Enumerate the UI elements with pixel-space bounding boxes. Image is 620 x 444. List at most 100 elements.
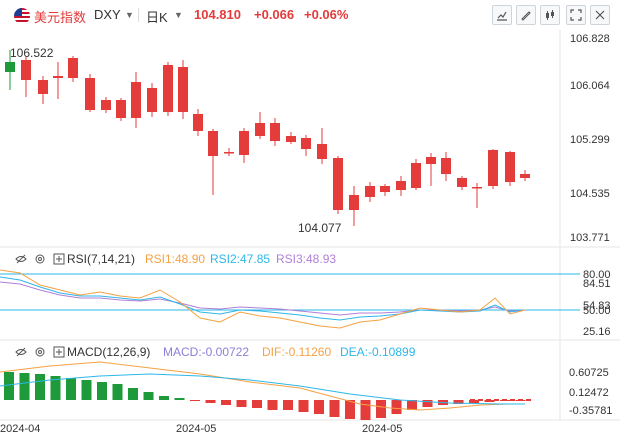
expand-indicator-icon[interactable] [53,346,65,358]
macd-histogram-bar [360,400,371,420]
candle-body [239,131,249,155]
macd-histogram-bar [526,399,531,401]
candle-body [441,158,451,174]
macd-histogram-bar [143,392,154,400]
candle-body [286,136,296,142]
price-axis-label: 105.299 [570,134,610,146]
candle-body [520,174,530,178]
macd-axis-label: 0.12472 [569,387,609,399]
chart-header: 美元指数 DXY ▼ 日K ▼ 104.810 +0.066 +0.06% [0,0,620,30]
candle-body [85,78,95,110]
date-axis-label: 2024-05 [362,423,403,435]
candle-body [116,100,126,118]
macd-axis-label: 0.60725 [569,367,609,379]
candle-body [147,88,157,112]
indicator-settings-icon[interactable] [34,253,46,265]
candle-body [163,65,173,112]
price-axis-label: 106.064 [570,80,610,92]
high-price-label: 106.522 [10,46,54,60]
indicator-settings-icon[interactable] [34,346,46,358]
macd-histogram-bar [329,400,340,417]
macd-histogram-bar [283,400,293,410]
candle-body [488,150,498,186]
macd-histogram-bar [453,400,464,404]
macd-bars-group [4,372,531,420]
price-axis-label: 104.535 [570,188,610,200]
candle-body [317,144,327,159]
candle-body [255,123,265,136]
hide-indicator-icon[interactable] [15,346,27,358]
rsi-axis-label: 84.51 [583,278,611,290]
fullscreen-icon[interactable] [566,5,586,25]
macd-histogram-bar [407,400,417,410]
macd-histogram-bar [66,378,76,400]
candle-body [349,195,359,210]
macd-histogram-bar [128,388,138,400]
macd-histogram-bar [376,400,386,418]
macd-histogram-bar [518,399,523,401]
rsi1-line [0,269,526,329]
candle-body [365,186,375,197]
rsi-lines-group [0,269,526,329]
candle-body [101,100,111,110]
candle-body [178,67,188,112]
rsi2-line [0,276,526,321]
candle-body [270,123,280,141]
dif-line [0,361,525,411]
macd-histogram-bar [236,400,247,407]
price-change-percent: +0.06% [304,7,349,22]
dea-value: DEA:-0.10899 [340,345,416,359]
macd-value: MACD:-0.00722 [163,345,250,359]
symbol-code[interactable]: DXY [94,7,121,22]
candles-group [5,50,530,226]
timeframe-selector[interactable]: 日K [146,10,168,25]
rsi1-value: RSI1:48.90 [145,252,206,266]
rsi-title: RSI(7,14,21) [67,252,136,266]
candle-body [380,186,390,192]
rsi3-value: RSI3:48.93 [276,252,337,266]
candle-body [224,152,234,154]
settings-icon[interactable] [590,5,610,25]
macd-histogram-bar [4,372,14,400]
macd-histogram-bar [314,400,324,414]
date-axis-label: 2024-05 [176,423,217,435]
macd-title: MACD(12,26,9) [67,345,151,359]
candle-body [68,58,78,78]
draw-icon[interactable] [516,5,536,25]
candle-body [505,152,515,182]
macd-histogram-bar [19,373,30,400]
indicator-icon[interactable] [492,5,512,25]
macd-histogram-bar [252,400,262,408]
expand-indicator-icon[interactable] [53,253,65,265]
macd-histogram-bar [478,399,483,401]
macd-histogram-bar [469,400,479,403]
symbol-dropdown-icon[interactable]: ▼ [125,10,134,20]
candle-body [301,138,311,149]
candle-body [38,80,48,94]
price-axis-label: 103.771 [570,232,610,244]
candle-body [193,114,203,131]
candle-body [333,158,343,210]
hide-indicator-icon[interactable] [15,253,27,265]
symbol-name[interactable]: 美元指数 [34,10,87,25]
price-axis-label: 106.828 [570,33,610,45]
macd-histogram-bar [298,400,309,412]
macd-lines-group [0,361,525,411]
candle-body [426,157,436,164]
candle-type-icon[interactable] [540,5,560,25]
rsi-axis-label: 25.16 [583,326,611,338]
rsi-axis-label: 50.00 [583,305,611,317]
timeframe-dropdown-icon[interactable]: ▼ [174,10,183,20]
macd-histogram-bar [494,399,499,401]
macd-axis-label: -0.35781 [569,405,613,417]
macd-histogram-bar [345,400,355,419]
date-axis-label: 2024-04 [0,423,41,435]
candle-body [457,178,467,187]
candle-body [472,187,482,189]
macd-histogram-bar [190,400,200,401]
macd-histogram-bar [391,400,402,414]
macd-histogram-bar [510,399,515,401]
macd-histogram-bar [221,400,231,405]
macd-histogram-bar [81,380,92,400]
